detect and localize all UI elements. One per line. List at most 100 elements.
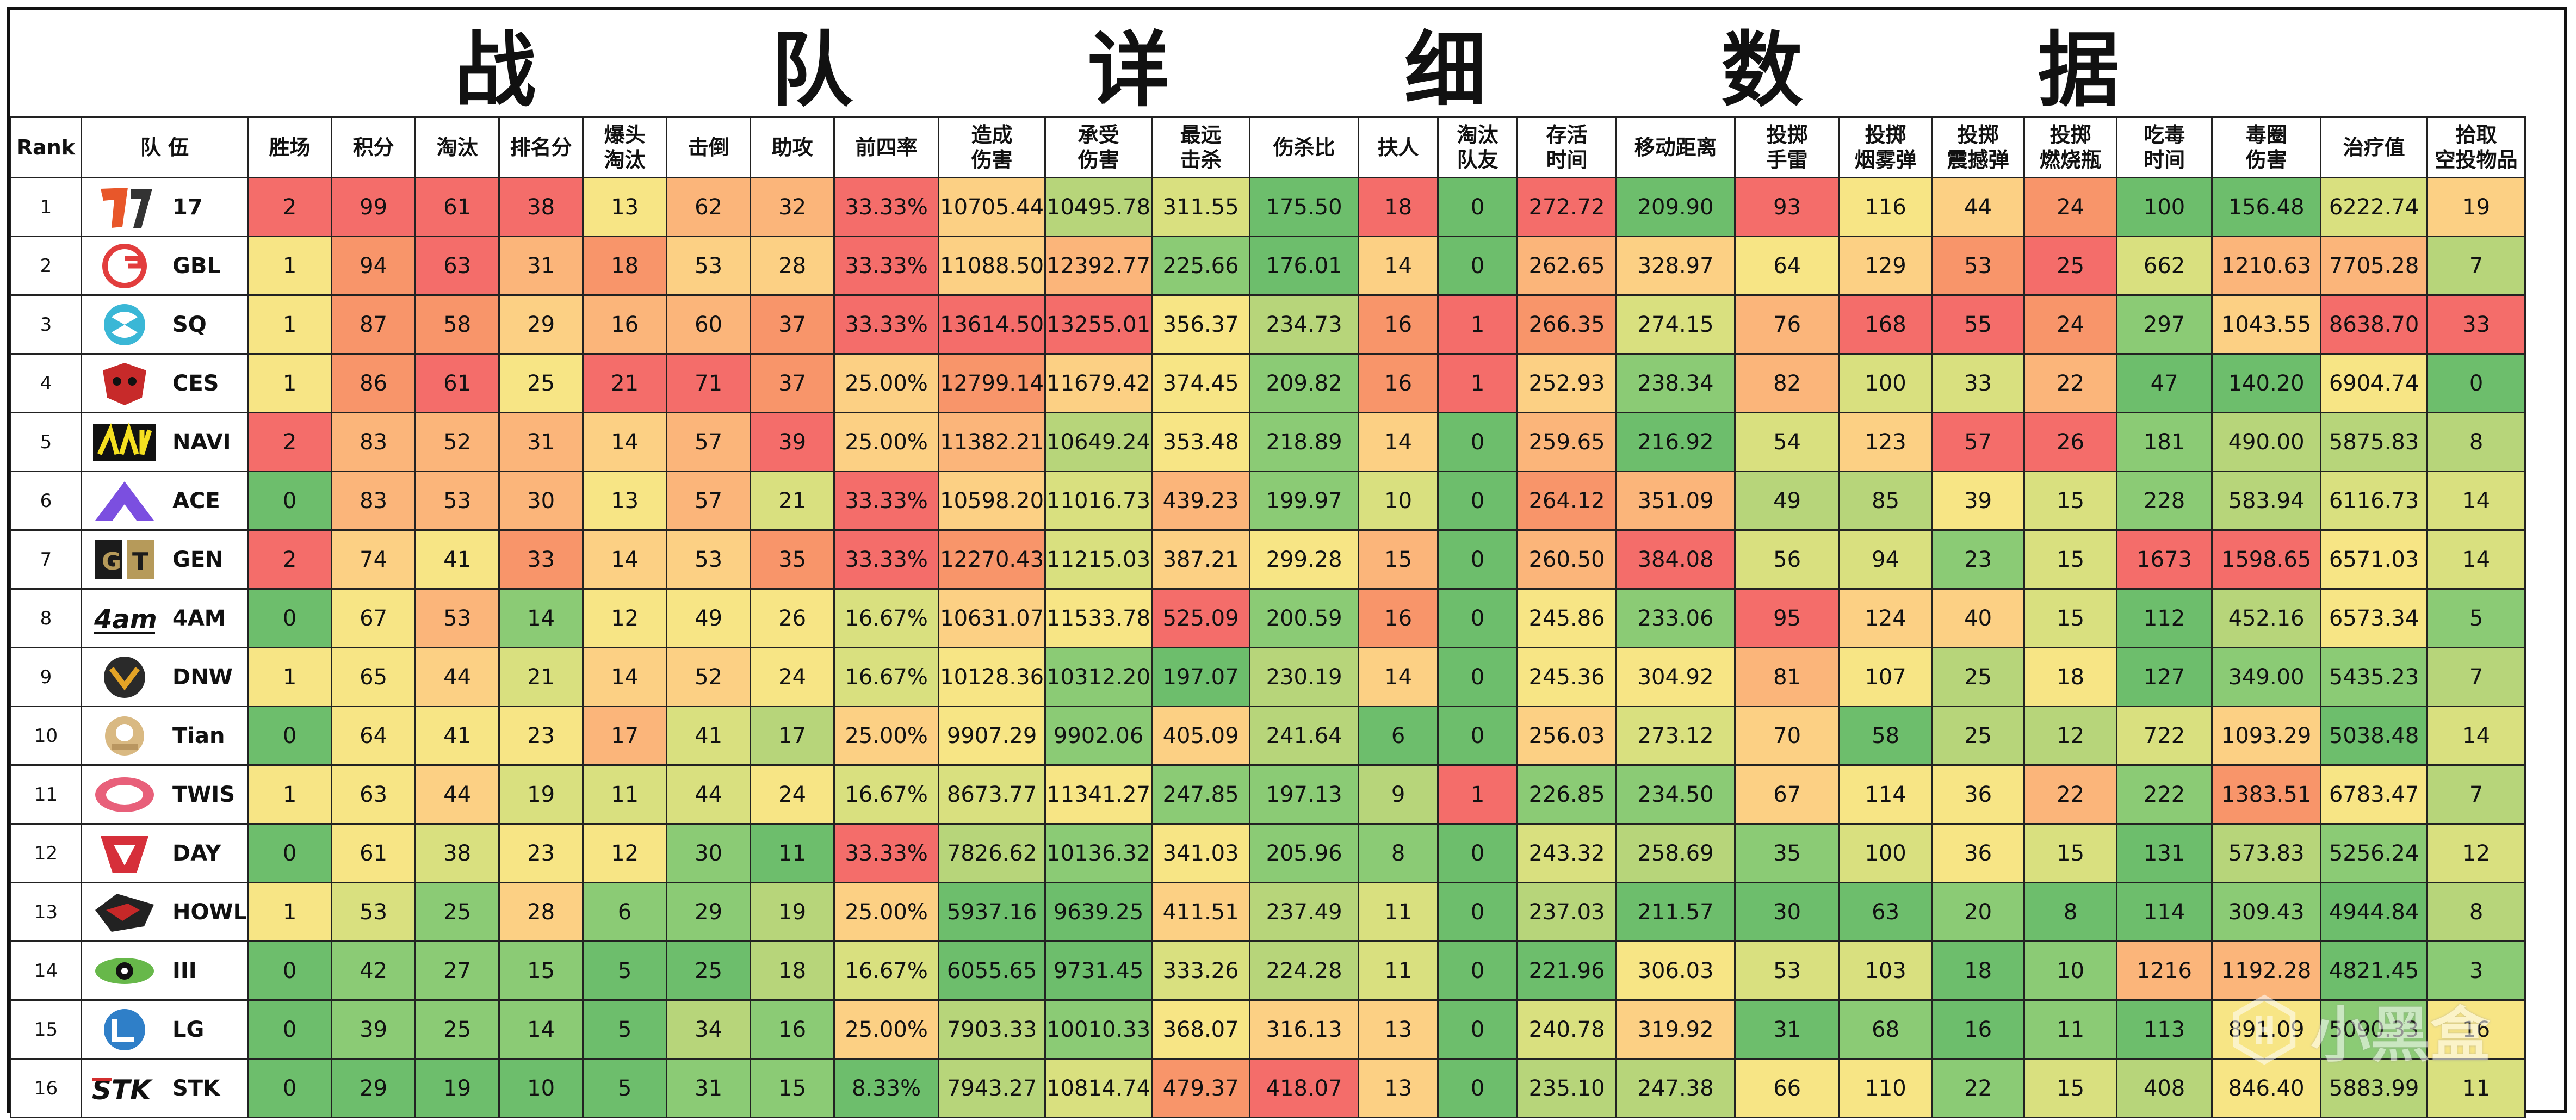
stat-cell: 9902.06 bbox=[1044, 706, 1153, 766]
stat-cell: 10649.24 bbox=[1044, 412, 1153, 472]
stat-cell: 405.09 bbox=[1151, 706, 1251, 766]
team-name: LG bbox=[172, 1017, 205, 1042]
stat-cell: 13 bbox=[582, 177, 668, 237]
stat-cell: 33.33% bbox=[833, 294, 940, 355]
stat-cell: 40 bbox=[1931, 588, 2026, 648]
stat-cell: 19 bbox=[414, 1058, 500, 1118]
stat-cell: 1 bbox=[247, 236, 333, 296]
stat-cell: 10 bbox=[1358, 471, 1439, 531]
svg-text:G: G bbox=[102, 548, 121, 576]
team-name: ACE bbox=[172, 488, 220, 513]
column-header: 移动距离 bbox=[1615, 116, 1736, 178]
stat-cell: 1 bbox=[247, 353, 333, 413]
stat-cell: 0 bbox=[1437, 882, 1519, 942]
column-header: 治疗值 bbox=[2320, 116, 2429, 178]
stat-cell: 33.33% bbox=[833, 236, 940, 296]
stat-cell: 5 bbox=[582, 1058, 668, 1118]
stat-cell: 64 bbox=[331, 706, 417, 766]
table-row: 10 Tian 0 64 41 23 17 41 17 25.00% 9907.29 9902.06 4… bbox=[10, 706, 2527, 766]
stat-cell: 113 bbox=[2116, 999, 2213, 1060]
stat-cell: 1 bbox=[247, 882, 333, 942]
stat-cell: 57 bbox=[666, 471, 752, 531]
stat-cell: 168 bbox=[1838, 294, 1933, 355]
stat-cell: 13 bbox=[582, 471, 668, 531]
table-row: 3 SQ 1 87 58 29 16 60 37 33.33% 13614.50 13255.01 35… bbox=[10, 294, 2527, 355]
stat-cell: 274.15 bbox=[1615, 294, 1736, 355]
stats-sheet: 战 队 详 细 数 据 Rank 队 伍胜场 积分 淘汰 排名分 爆头 淘汰 击倒 助攻 前四率造… bbox=[7, 7, 2567, 1118]
stat-cell: 245.86 bbox=[1516, 588, 1618, 648]
stat-cell: 82 bbox=[1734, 353, 1841, 413]
stat-cell: 846.40 bbox=[2211, 1058, 2322, 1118]
stat-cell: 67 bbox=[331, 588, 417, 648]
svg-text:T: T bbox=[132, 548, 148, 576]
stat-cell: 34 bbox=[666, 999, 752, 1060]
team-cell: CES bbox=[80, 353, 249, 413]
stat-cell: 1 bbox=[247, 294, 333, 355]
logo-iii-icon bbox=[86, 946, 163, 996]
logo-dnw-icon bbox=[86, 652, 163, 702]
column-header: 积分 bbox=[331, 116, 417, 178]
stat-cell: 9 bbox=[1358, 764, 1439, 825]
stat-cell: 18 bbox=[582, 236, 668, 296]
stat-cell: 129 bbox=[1838, 236, 1933, 296]
stat-cell: 24 bbox=[2023, 294, 2118, 355]
stat-cell: 10 bbox=[498, 1058, 584, 1118]
rank-cell: 7 bbox=[10, 529, 82, 590]
stat-cell: 76 bbox=[1734, 294, 1841, 355]
stat-cell: 266.35 bbox=[1516, 294, 1618, 355]
stat-cell: 8 bbox=[2023, 882, 2118, 942]
stat-cell: 5883.99 bbox=[2320, 1058, 2429, 1118]
stat-cell: 156.48 bbox=[2211, 177, 2322, 237]
stat-cell: 583.94 bbox=[2211, 471, 2322, 531]
stat-cell: 58 bbox=[1838, 706, 1933, 766]
team-cell: SQ bbox=[80, 294, 249, 355]
stat-cell: 19 bbox=[750, 882, 835, 942]
stat-cell: 22 bbox=[2023, 353, 2118, 413]
stat-cell: 131 bbox=[2116, 823, 2213, 883]
rank-cell: 12 bbox=[10, 823, 82, 883]
stat-cell: 14 bbox=[1358, 412, 1439, 472]
stat-cell: 256.03 bbox=[1516, 706, 1618, 766]
stat-cell: 33.33% bbox=[833, 177, 940, 237]
stat-cell: 205.96 bbox=[1249, 823, 1360, 883]
stat-cell: 15 bbox=[2023, 588, 2118, 648]
stat-cell: 1 bbox=[1437, 764, 1519, 825]
rank-cell: 8 bbox=[10, 588, 82, 648]
column-header: 助攻 bbox=[750, 116, 835, 178]
stat-cell: 11 bbox=[1358, 940, 1439, 1001]
stat-cell: 264.12 bbox=[1516, 471, 1618, 531]
stat-cell: 356.37 bbox=[1151, 294, 1251, 355]
stat-cell: 23 bbox=[498, 823, 584, 883]
stat-cell: 5937.16 bbox=[938, 882, 1046, 942]
stat-cell: 12392.77 bbox=[1044, 236, 1153, 296]
table-row: 16 STK STK 0 29 19 10 5 31 15 8.33% 7943.27 10814.74… bbox=[10, 1058, 2527, 1118]
column-header: 拾取 空投物品 bbox=[2426, 116, 2527, 178]
stat-cell: 42 bbox=[331, 940, 417, 1001]
stat-cell: 6055.65 bbox=[938, 940, 1046, 1001]
stat-cell: 7826.62 bbox=[938, 823, 1046, 883]
stat-cell: 31 bbox=[498, 236, 584, 296]
stat-cell: 38 bbox=[414, 823, 500, 883]
stat-cell: 53 bbox=[414, 471, 500, 531]
stat-cell: 29 bbox=[666, 882, 752, 942]
stat-cell: 67 bbox=[1734, 764, 1841, 825]
stat-cell: 140.20 bbox=[2211, 353, 2322, 413]
rank-cell: 6 bbox=[10, 471, 82, 531]
stat-cell: 8638.70 bbox=[2320, 294, 2429, 355]
team-cell: LG bbox=[80, 999, 249, 1060]
table-row: 9 DNW 1 65 44 21 14 52 24 16.67% 10128.36 10312.20 1… bbox=[10, 647, 2527, 707]
stat-cell: 28 bbox=[498, 882, 584, 942]
stat-cell: 14 bbox=[1358, 236, 1439, 296]
stat-cell: 411.51 bbox=[1151, 882, 1251, 942]
stat-cell: 0 bbox=[1437, 412, 1519, 472]
stat-cell: 100 bbox=[2116, 177, 2213, 237]
team-name: GBL bbox=[172, 253, 221, 279]
team-name: SQ bbox=[172, 312, 207, 337]
rank-cell: 16 bbox=[10, 1058, 82, 1118]
logo-17-icon bbox=[86, 182, 163, 232]
table-header-row: Rank 队 伍胜场 积分 淘汰 排名分 爆头 淘汰 击倒 助攻 前四率 造成 伤害 承受 伤害 最远 击杀伤… bbox=[10, 116, 2527, 178]
stat-cell: 13 bbox=[1358, 999, 1439, 1060]
stat-cell: 197.07 bbox=[1151, 647, 1251, 707]
stat-cell: 12 bbox=[582, 588, 668, 648]
rank-cell: 4 bbox=[10, 353, 82, 413]
